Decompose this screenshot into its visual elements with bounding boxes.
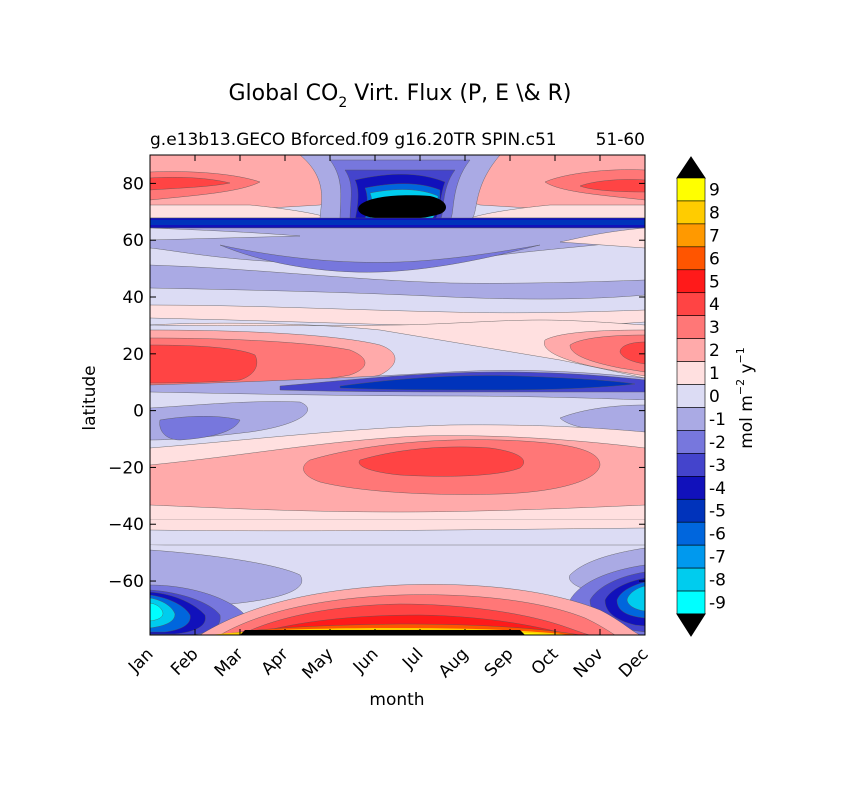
colorbar-tick-label: -8 (709, 571, 726, 591)
colorbar-swatch (676, 453, 706, 477)
colorbar-tick-label: -3 (709, 456, 726, 476)
colorbar-swatch (676, 223, 706, 248)
chart-subtitle-left: g.e13b13.GECO Bforced.f09 g16.20TR SPIN.… (150, 130, 557, 150)
x-axis-label: month (369, 690, 424, 710)
x-tick-label: Apr (258, 644, 293, 679)
colorbar-swatch (676, 177, 706, 202)
colorbar-tick-label: 9 (709, 180, 720, 200)
x-tick-label: May (299, 644, 338, 683)
colorbar-tick-label: 6 (709, 249, 720, 269)
x-tick-label: Aug (435, 644, 473, 682)
colorbar-swatch (676, 430, 706, 454)
colorbar-swatch (676, 544, 706, 569)
colorbar-swatch (676, 246, 706, 271)
colorbar-tick-label: -4 (709, 479, 726, 499)
colorbar-swatch (676, 200, 706, 225)
y-tick-label: 0 (133, 402, 144, 422)
colorbar-tick-label: 4 (709, 295, 720, 315)
colorbar-swatch (676, 315, 706, 339)
colorbar-swatch (676, 498, 706, 523)
colorbar-swatch (676, 269, 706, 294)
colorbar-swatch (676, 384, 706, 408)
colorbar-swatch (676, 590, 706, 615)
x-tick-label: Mar (211, 644, 248, 681)
colorbar-tick-label: 7 (709, 226, 720, 246)
colorbar-swatch (676, 407, 706, 431)
colorbar-tick-label: 5 (709, 272, 720, 292)
colorbar-swatch (676, 338, 706, 362)
x-tick-label: Dec (615, 644, 652, 681)
x-tick-label: Jul (398, 644, 427, 673)
colorbar-tick-label: 2 (709, 341, 720, 361)
colorbar-tick-label: 0 (709, 387, 720, 407)
y-tick-label: 40 (122, 288, 144, 308)
colorbar-tick-label: -9 (709, 594, 726, 614)
y-tick-label: 20 (122, 345, 144, 365)
y-axis: 80 60 40 20 0 −20 −40 −60 (108, 174, 645, 592)
colorbar-swatch (676, 361, 706, 385)
y-axis-label: latitude (80, 365, 100, 430)
y-tick-label: −60 (108, 572, 144, 592)
chart-title: Global CO2 Virt. Flux (P, E \& R) (229, 81, 572, 111)
plot-frame (149, 154, 646, 636)
colorbar-tick-label: -6 (709, 525, 726, 545)
chart-subtitle-right: 51-60 (596, 130, 645, 150)
colorbar-swatch (676, 567, 706, 592)
y-tick-label: −20 (108, 458, 144, 478)
colorbar: 9 8 7 6 5 4 3 2 1 0 -1 -2 -3 -4 -5 -6 -7 -8 -9 (676, 156, 726, 637)
colorbar-tick-label: 8 (709, 203, 720, 223)
colorbar-tick-label: 1 (709, 364, 720, 384)
x-tick-label: Jan (124, 644, 157, 677)
colorbar-tick-label: -5 (709, 502, 726, 522)
x-tick-label: Sep (481, 644, 518, 681)
colorbar-swatch (676, 521, 706, 546)
y-tick-label: 80 (122, 174, 144, 194)
colorbar-extend-min (676, 613, 706, 637)
colorbar-label: mol m−2 y−1 (734, 347, 757, 449)
colorbar-extend-max (676, 156, 706, 179)
x-tick-label: Jun (349, 644, 383, 678)
colorbar-swatch (676, 476, 706, 500)
colorbar-tick-label: 3 (709, 318, 720, 338)
y-tick-label: 60 (122, 231, 144, 251)
x-tick-label: Oct (528, 644, 563, 679)
x-tick-label: Nov (570, 644, 608, 682)
y-tick-label: −40 (108, 515, 144, 535)
colorbar-tick-label: -1 (709, 410, 726, 430)
colorbar-tick-label: -2 (709, 433, 726, 453)
colorbar-tick-label: -7 (709, 548, 726, 568)
x-tick-label: Feb (167, 644, 202, 679)
contour-field (150, 155, 645, 635)
colorbar-swatch (676, 292, 706, 316)
